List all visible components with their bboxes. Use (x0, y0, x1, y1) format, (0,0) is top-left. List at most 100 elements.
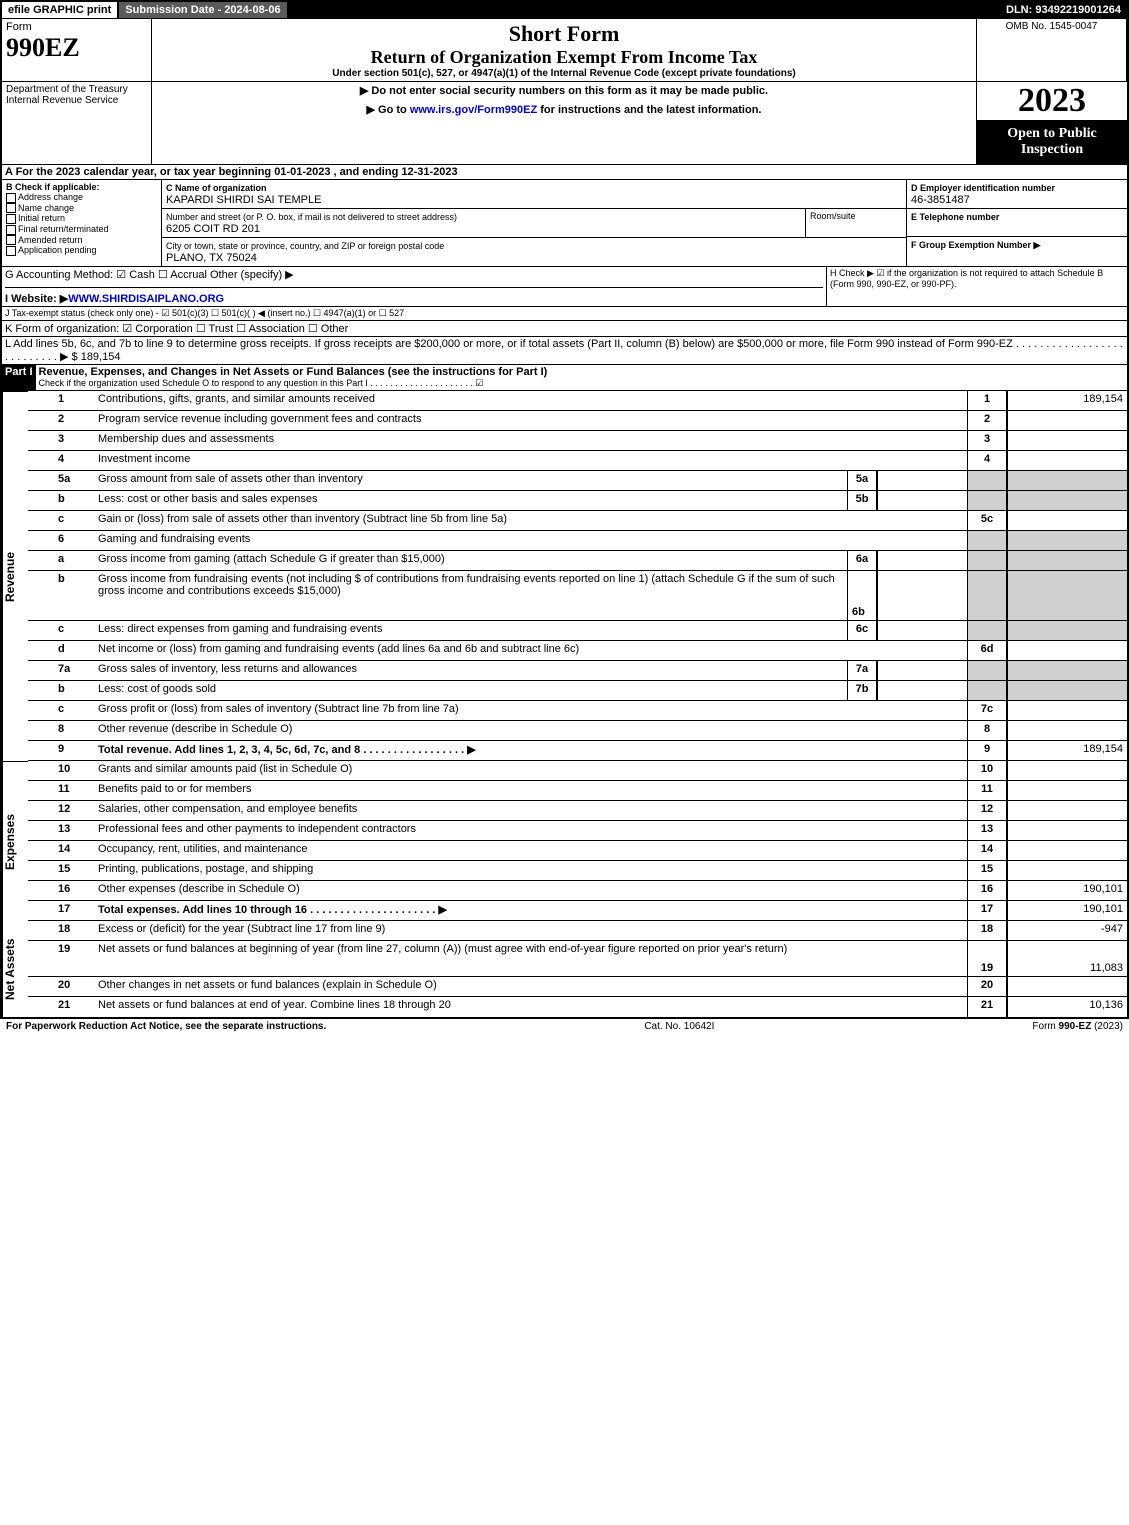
city-label: City or town, state or province, country… (166, 241, 444, 251)
amt-20 (1007, 977, 1127, 996)
notes-cell: ▶ Do not enter social security numbers o… (152, 82, 977, 165)
ln-14: 14 (967, 841, 1007, 860)
amt-16: 190,101 (1007, 881, 1127, 900)
submission-date: Submission Date - 2024-08-06 (117, 2, 288, 18)
F-label: F Group Exemption Number ▶ (911, 240, 1040, 250)
top-bar: efile GRAPHIC print Submission Date - 20… (2, 2, 1127, 18)
amt-2 (1007, 411, 1127, 430)
line-10: Grants and similar amounts paid (list in… (94, 761, 967, 780)
line-A-text: A For the 2023 calendar year, or tax yea… (2, 165, 461, 179)
footer-cat: Cat. No. 10642I (644, 1021, 714, 1032)
footer-left: For Paperwork Reduction Act Notice, see … (6, 1021, 326, 1032)
subsection-note: Under section 501(c), 527, or 4947(a)(1)… (156, 68, 972, 79)
ln-19: 19 (967, 941, 1007, 976)
chk-initial[interactable] (6, 214, 16, 224)
amt-12 (1007, 801, 1127, 820)
dept-cell: Department of the Treasury Internal Reve… (2, 82, 152, 165)
chk-address[interactable] (6, 193, 16, 203)
line-15: Printing, publications, postage, and shi… (94, 861, 967, 880)
sln-5b: 5b (847, 491, 877, 510)
opt-name: Name change (18, 203, 74, 213)
line-A: A For the 2023 calendar year, or tax yea… (2, 165, 1127, 180)
goto-note: ▶ Go to www.irs.gov/Form990EZ for instru… (156, 103, 972, 116)
amt-7c (1007, 701, 1127, 720)
line-18: Excess or (deficit) for the year (Subtra… (94, 921, 967, 940)
amt-21: 10,136 (1007, 997, 1127, 1017)
form-number: 990EZ (6, 33, 80, 62)
amt-9: 189,154 (1007, 741, 1127, 760)
part1-title: Revenue, Expenses, and Changes in Net As… (39, 366, 1124, 378)
amt-5c (1007, 511, 1127, 530)
sln-5a: 5a (847, 471, 877, 490)
K-text: K Form of organization: ☑ Corporation ☐ … (2, 321, 351, 336)
opt-final: Final return/terminated (18, 224, 109, 234)
line-I: I Website: ▶WWW.SHIRDISAIPLANO.ORG (5, 288, 823, 305)
ln-2: 2 (967, 411, 1007, 430)
line-H: H Check ▶ ☑ if the organization is not r… (827, 267, 1127, 306)
J-text: J Tax-exempt status (check only one) - ☑… (2, 307, 407, 320)
ln-20: 20 (967, 977, 1007, 996)
amt-3 (1007, 431, 1127, 450)
E-label: E Telephone number (911, 212, 999, 222)
ln-8: 8 (967, 721, 1007, 740)
ssn-note: ▶ Do not enter social security numbers o… (156, 84, 972, 97)
line-K: K Form of organization: ☑ Corporation ☐ … (2, 321, 1127, 337)
dln: DLN: 93492219001264 (1000, 2, 1127, 18)
street-address: 6205 COIT RD 201 (166, 223, 260, 235)
ln-3: 3 (967, 431, 1007, 450)
sln-7a: 7a (847, 661, 877, 680)
sln-6a: 6a (847, 551, 877, 570)
inspection-box: Open to Public Inspection (977, 120, 1127, 164)
line-6b: Gross income from fundraising events (no… (94, 571, 847, 620)
line-G: G Accounting Method: ☑ Cash ☐ Accrual Ot… (2, 267, 827, 306)
amt-8 (1007, 721, 1127, 740)
line-13: Professional fees and other payments to … (94, 821, 967, 840)
G-text: G Accounting Method: ☑ Cash ☐ Accrual Ot… (5, 268, 823, 288)
city-state-zip: PLANO, TX 75024 (166, 252, 257, 264)
year-cell: 2023 Open to Public Inspection (977, 82, 1127, 165)
revenue-section: Revenue 1Contributions, gifts, grants, a… (2, 391, 1127, 761)
section-C: C Name of organization KAPARDI SHIRDI SA… (162, 180, 907, 266)
part1-label: Part I (2, 365, 36, 390)
ln-1: 1 (967, 391, 1007, 410)
website-link[interactable]: WWW.SHIRDISAIPLANO.ORG (68, 293, 224, 305)
line-L: L Add lines 5b, 6c, and 7b to line 9 to … (2, 337, 1127, 365)
amt-15 (1007, 861, 1127, 880)
ln-10: 10 (967, 761, 1007, 780)
line-5b: Less: cost or other basis and sales expe… (94, 491, 847, 510)
form-id-cell: Form 990EZ (2, 19, 152, 82)
line-J: J Tax-exempt status (check only one) - ☑… (2, 307, 1127, 321)
line-6d: Net income or (loss) from gaming and fun… (94, 641, 967, 660)
chk-amended[interactable] (6, 235, 16, 245)
ln-6d: 6d (967, 641, 1007, 660)
sln-6c: 6c (847, 621, 877, 640)
chk-final[interactable] (6, 225, 16, 235)
line-4: Investment income (94, 451, 967, 470)
ln-21: 21 (967, 997, 1007, 1017)
chk-pending[interactable] (6, 246, 16, 256)
chk-name[interactable] (6, 203, 16, 213)
ln-7c: 7c (967, 701, 1007, 720)
line-14: Occupancy, rent, utilities, and maintena… (94, 841, 967, 860)
tax-year: 2023 (977, 82, 1127, 120)
line-9: Total revenue. Add lines 1, 2, 3, 4, 5c,… (94, 741, 967, 760)
line-3: Membership dues and assessments (94, 431, 967, 450)
line-1: Contributions, gifts, grants, and simila… (94, 391, 967, 410)
C-label: C Name of organization (166, 183, 267, 193)
opt-amended: Amended return (18, 235, 83, 245)
ln-17: 17 (967, 901, 1007, 920)
ln-13: 13 (967, 821, 1007, 840)
efile-link[interactable]: efile GRAPHIC print (2, 2, 117, 18)
ln-11: 11 (967, 781, 1007, 800)
netassets-vlabel: Net Assets (2, 921, 28, 1017)
footer-right: Form 990-EZ (2023) (1032, 1021, 1123, 1032)
amt-14 (1007, 841, 1127, 860)
irs-link[interactable]: www.irs.gov/Form990EZ (410, 104, 537, 116)
amt-19: 11,083 (1007, 941, 1127, 976)
title-cell: Short Form Return of Organization Exempt… (152, 19, 977, 82)
netassets-section: Net Assets 18Excess or (deficit) for the… (2, 921, 1127, 1017)
opt-pending: Application pending (18, 245, 97, 255)
section-B: B Check if applicable: Address change Na… (2, 180, 162, 266)
amt-18: -947 (1007, 921, 1127, 940)
amt-6d (1007, 641, 1127, 660)
